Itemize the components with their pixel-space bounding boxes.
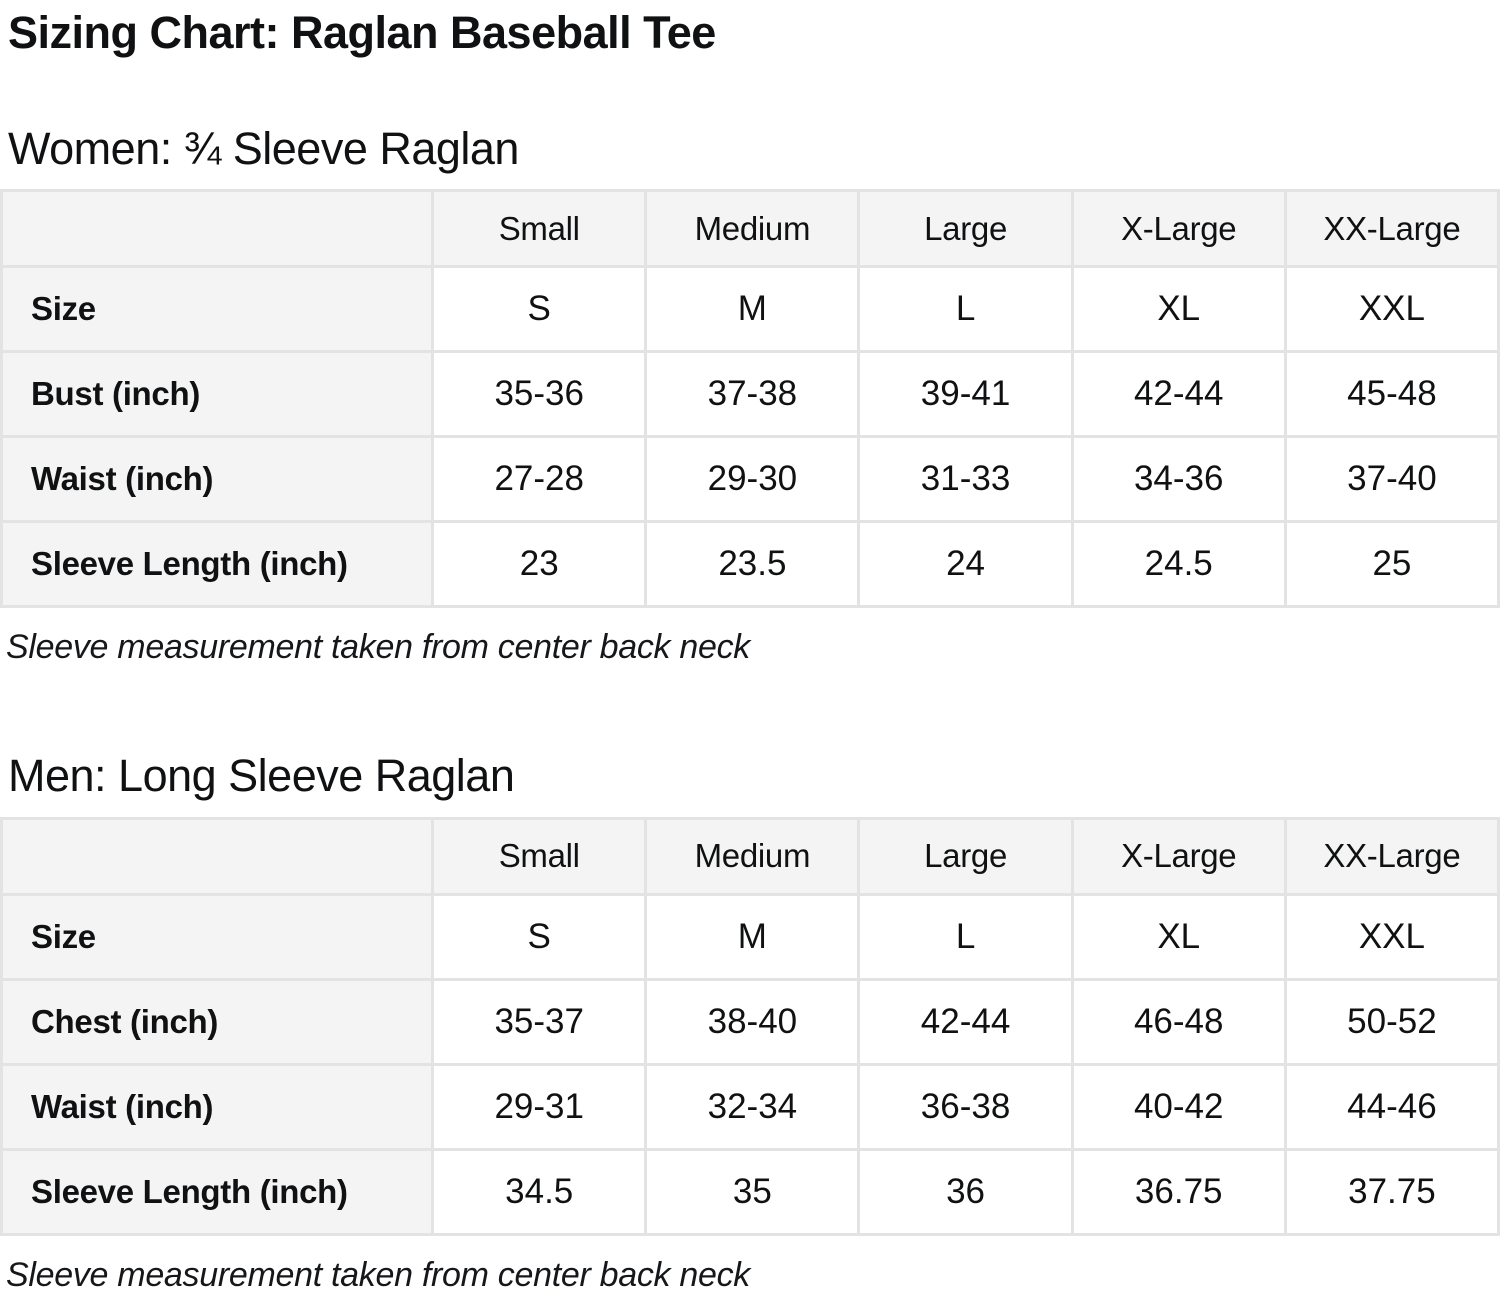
value-cell: XXL	[1283, 892, 1500, 981]
value-cell: 35	[644, 1147, 861, 1236]
value-cell: 24	[857, 520, 1074, 608]
women-table-header-row: Small Medium Large X-Large XX-Large	[0, 189, 1500, 268]
table-row-waist: Waist (inch) 29-31 32-34 36-38 40-42 44-…	[0, 1062, 1500, 1151]
table-row-bust: Bust (inch) 35-36 37-38 39-41 42-44 45-4…	[0, 350, 1500, 438]
men-section-heading: Men: Long Sleeve Raglan	[8, 750, 515, 801]
column-header-cell: Small	[431, 816, 648, 896]
value-cell: 29-30	[644, 435, 861, 523]
value-cell: 35-37	[431, 977, 648, 1066]
value-cell: 37.75	[1283, 1147, 1500, 1236]
men-table-header-row: Small Medium Large X-Large XX-Large	[0, 816, 1500, 896]
value-cell: L	[857, 265, 1074, 353]
value-cell: 34-36	[1070, 435, 1287, 523]
value-cell: 23	[431, 520, 648, 608]
column-header-cell: Medium	[644, 816, 861, 896]
column-header-cell: X-Large	[1070, 816, 1287, 896]
value-cell: M	[644, 265, 861, 353]
corner-cell	[0, 189, 435, 268]
row-label-cell: Size	[0, 892, 435, 981]
table-row-chest: Chest (inch) 35-37 38-40 42-44 46-48 50-…	[0, 977, 1500, 1066]
row-label-cell: Sleeve Length (inch)	[0, 520, 435, 608]
table-row-size: Size S M L XL XXL	[0, 265, 1500, 353]
table-row-waist: Waist (inch) 27-28 29-30 31-33 34-36 37-…	[0, 435, 1500, 523]
column-header-cell: XX-Large	[1283, 816, 1500, 896]
table-row-size: Size S M L XL XXL	[0, 892, 1500, 981]
value-cell: 29-31	[431, 1062, 648, 1151]
page-title: Sizing Chart: Raglan Baseball Tee	[8, 7, 716, 58]
value-cell: S	[431, 265, 648, 353]
value-cell: L	[857, 892, 1074, 981]
value-cell: 36	[857, 1147, 1074, 1236]
value-cell: 35-36	[431, 350, 648, 438]
corner-cell	[0, 816, 435, 896]
row-label-cell: Size	[0, 265, 435, 353]
value-cell: 40-42	[1070, 1062, 1287, 1151]
value-cell: 42-44	[1070, 350, 1287, 438]
value-cell: 50-52	[1283, 977, 1500, 1066]
value-cell: 39-41	[857, 350, 1074, 438]
table-row-sleeve-length: Sleeve Length (inch) 23 23.5 24 24.5 25	[0, 520, 1500, 608]
value-cell: XL	[1070, 892, 1287, 981]
value-cell: 37-40	[1283, 435, 1500, 523]
value-cell: 38-40	[644, 977, 861, 1066]
row-label-cell: Bust (inch)	[0, 350, 435, 438]
value-cell: 27-28	[431, 435, 648, 523]
value-cell: 36-38	[857, 1062, 1074, 1151]
value-cell: 24.5	[1070, 520, 1287, 608]
men-sleeve-measurement-note: Sleeve measurement taken from center bac…	[6, 1255, 751, 1294]
value-cell: 25	[1283, 520, 1500, 608]
value-cell: 44-46	[1283, 1062, 1500, 1151]
value-cell: M	[644, 892, 861, 981]
row-label-cell: Chest (inch)	[0, 977, 435, 1066]
table-row-sleeve-length: Sleeve Length (inch) 34.5 35 36 36.75 37…	[0, 1147, 1500, 1236]
value-cell: 32-34	[644, 1062, 861, 1151]
value-cell: 23.5	[644, 520, 861, 608]
column-header-cell: X-Large	[1070, 189, 1287, 268]
value-cell: 42-44	[857, 977, 1074, 1066]
women-sleeve-measurement-note: Sleeve measurement taken from center bac…	[6, 628, 751, 666]
column-header-cell: Large	[857, 816, 1074, 896]
row-label-cell: Waist (inch)	[0, 1062, 435, 1151]
value-cell: 34.5	[431, 1147, 648, 1236]
value-cell: 45-48	[1283, 350, 1500, 438]
column-header-cell: Large	[857, 189, 1074, 268]
women-sizing-table: Small Medium Large X-Large XX-Large Size…	[0, 189, 1500, 608]
value-cell: 36.75	[1070, 1147, 1287, 1236]
value-cell: 31-33	[857, 435, 1074, 523]
value-cell: S	[431, 892, 648, 981]
column-header-cell: XX-Large	[1283, 189, 1500, 268]
row-label-cell: Sleeve Length (inch)	[0, 1147, 435, 1236]
value-cell: 37-38	[644, 350, 861, 438]
column-header-cell: Small	[431, 189, 648, 268]
men-sizing-table: Small Medium Large X-Large XX-Large Size…	[0, 816, 1500, 1236]
value-cell: 46-48	[1070, 977, 1287, 1066]
row-label-cell: Waist (inch)	[0, 435, 435, 523]
value-cell: XL	[1070, 265, 1287, 353]
column-header-cell: Medium	[644, 189, 861, 268]
value-cell: XXL	[1283, 265, 1500, 353]
women-section-heading: Women: ¾ Sleeve Raglan	[8, 122, 519, 174]
